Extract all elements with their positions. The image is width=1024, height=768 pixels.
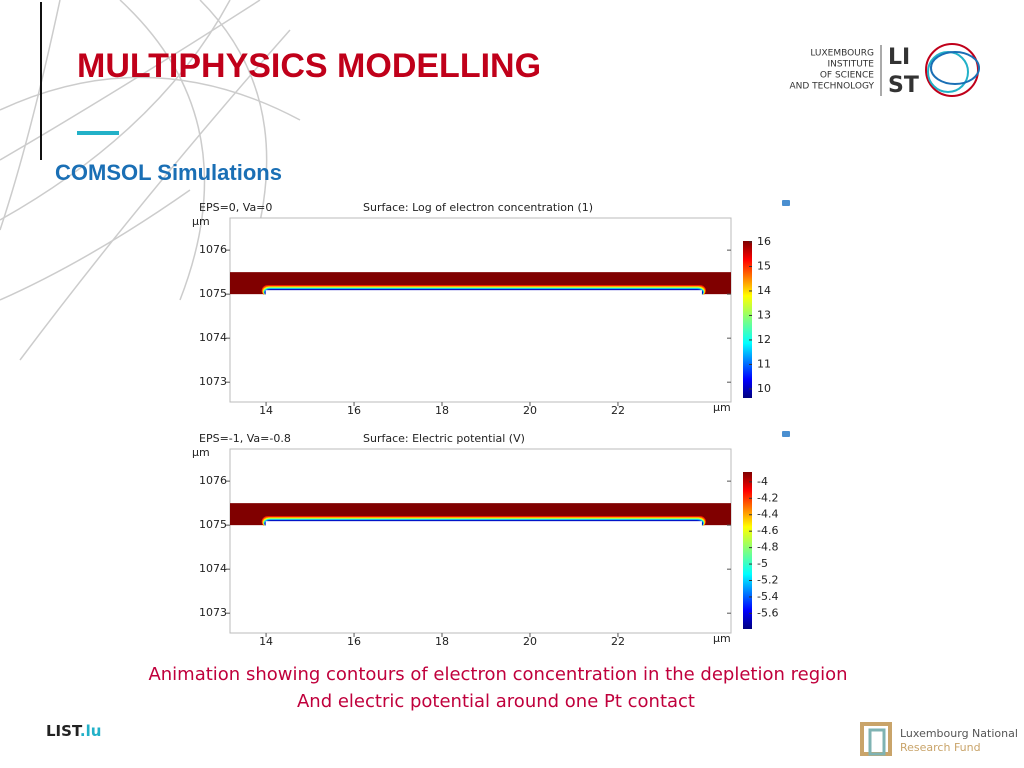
colorbar-tick-label: -4.4 (757, 508, 778, 521)
contact-gap (261, 525, 706, 633)
colorbar-tick-label: -5.2 (757, 574, 778, 587)
x-tick-label: 16 (347, 404, 361, 417)
plot-icon (782, 200, 790, 206)
colorbar-tick-label: 13 (757, 308, 771, 321)
logo-mark: ST (888, 73, 919, 98)
y-tick-label: 1075 (199, 518, 227, 531)
plot-title: Surface: Electric potential (V) (363, 432, 525, 445)
caption: Animation showing contours of electron c… (148, 664, 847, 685)
colorbar-tick-label: -5.6 (757, 606, 778, 619)
plot-subtitle: EPS=0, Va=0 (199, 201, 272, 214)
y-tick-label: 1074 (199, 562, 227, 575)
plot-title: Surface: Log of electron concentration (… (363, 201, 593, 214)
colorbar-tick-label: 16 (757, 235, 771, 248)
colorbar-tick-label: 11 (757, 357, 771, 370)
y-tick-label: 1076 (199, 474, 227, 487)
x-tick-label: 20 (523, 635, 537, 648)
charts: EPS=0, Va=0 Surface: Log of electron conc… (192, 200, 790, 648)
colorbar (743, 241, 752, 398)
x-axis-label: μm (713, 632, 731, 645)
x-axis-label: μm (713, 401, 731, 414)
slide-subtitle: COMSOL Simulations (55, 160, 282, 185)
logo-line: INSTITUTE (827, 60, 874, 70)
colorbar-tick-label: 15 (757, 259, 771, 272)
contact (265, 521, 702, 528)
colorbar-tick-label: -5.4 (757, 590, 778, 603)
colorbar-tick-label: -4 (757, 475, 768, 488)
x-tick-label: 14 (259, 404, 273, 417)
y-tick-label: 1073 (199, 606, 227, 619)
colorbar (743, 472, 752, 629)
x-tick-label: 16 (347, 635, 361, 648)
logo: LUXEMBOURG INSTITUTE OF SCIENCE AND TECH… (789, 49, 874, 92)
x-tick-label: 22 (611, 404, 625, 417)
colorbar-tick-label: 10 (757, 382, 771, 395)
contact (265, 290, 702, 297)
logo-mark: LI (888, 45, 910, 70)
x-tick-label: 22 (611, 635, 625, 648)
colorbar-tick-label: -5 (757, 557, 768, 570)
colorbar-tick-label: 14 (757, 284, 771, 297)
slide-title: MULTIPHYSICS MODELLING (77, 47, 541, 85)
x-tick-label: 18 (435, 404, 449, 417)
y-tick-label: 1075 (199, 287, 227, 300)
footer-brand-main: LIST (46, 722, 83, 740)
colorbar-tick-label: -4.6 (757, 524, 778, 537)
fnr-logo (868, 728, 886, 756)
footer-brand-domain: .lu (80, 722, 102, 740)
colorbar-tick-label: -4.2 (757, 491, 778, 504)
contact-gap (261, 294, 706, 402)
footer-fnr: Research Fund (900, 741, 981, 754)
logo-line: AND TECHNOLOGY (789, 82, 874, 92)
colorbar-tick-label: 12 (757, 333, 771, 346)
caption: And electric potential around one Pt con… (297, 691, 695, 712)
logo-line: LUXEMBOURG (810, 49, 874, 59)
x-tick-label: 20 (523, 404, 537, 417)
background-arcs (0, 0, 301, 361)
y-tick-label: 1076 (199, 243, 227, 256)
colorbar-tick-label: -4.8 (757, 541, 778, 554)
footer-fnr: Luxembourg National (900, 727, 1018, 740)
plot-subtitle: EPS=-1, Va=-0.8 (199, 432, 291, 445)
logo-line: OF SCIENCE (820, 71, 874, 81)
y-axis-label: μm (192, 215, 210, 228)
y-tick-label: 1074 (199, 331, 227, 344)
x-tick-label: 14 (259, 635, 273, 648)
y-tick-label: 1073 (199, 375, 227, 388)
plot-icon (782, 431, 790, 437)
footer-brand: LIST.lu (46, 722, 101, 740)
y-axis-label: μm (192, 446, 210, 459)
logo-rings (925, 43, 980, 97)
x-tick-label: 18 (435, 635, 449, 648)
